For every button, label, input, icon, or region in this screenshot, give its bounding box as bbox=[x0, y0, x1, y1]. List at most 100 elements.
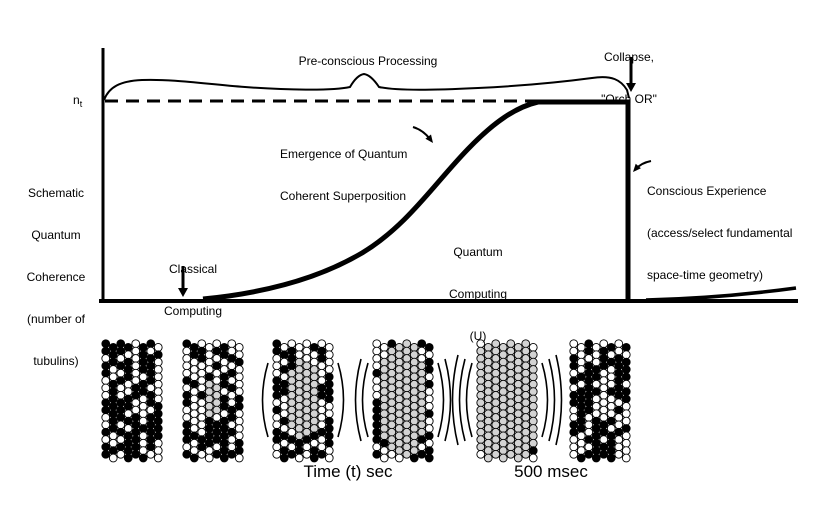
tubulin bbox=[402, 413, 412, 422]
tubulin bbox=[417, 354, 427, 363]
tubulin bbox=[108, 357, 118, 367]
tubulin bbox=[576, 372, 586, 382]
tubulin bbox=[387, 383, 397, 393]
tubulin bbox=[476, 383, 486, 393]
tubulin bbox=[387, 405, 397, 415]
tubulin bbox=[108, 387, 118, 396]
tubulin bbox=[309, 402, 319, 411]
tubulin bbox=[591, 379, 601, 389]
tubulin bbox=[606, 365, 616, 374]
tubulin bbox=[189, 453, 199, 463]
tubulin bbox=[279, 357, 289, 367]
tubulin bbox=[272, 346, 282, 356]
tubulin bbox=[614, 383, 624, 393]
tubulin bbox=[189, 357, 199, 367]
tubulin bbox=[372, 339, 382, 349]
tubulin bbox=[528, 372, 538, 382]
tubulin bbox=[576, 357, 586, 367]
tubulin bbox=[483, 431, 493, 441]
tubulin bbox=[302, 368, 312, 378]
tubulin bbox=[146, 420, 156, 430]
tubulin bbox=[197, 354, 207, 363]
tubulin bbox=[197, 427, 207, 437]
tubulin bbox=[116, 435, 126, 444]
tubulin bbox=[101, 339, 111, 349]
tubulin bbox=[279, 402, 289, 411]
tubulin bbox=[204, 357, 214, 367]
tubulin bbox=[614, 346, 624, 356]
tubulin bbox=[379, 402, 389, 411]
tubulin bbox=[197, 376, 207, 385]
tubulin bbox=[197, 398, 207, 408]
tubulin bbox=[513, 453, 523, 463]
tubulin bbox=[182, 361, 192, 371]
tubulin bbox=[372, 398, 382, 408]
tubulin bbox=[146, 354, 156, 363]
tubulin bbox=[317, 427, 327, 437]
tubulin bbox=[394, 402, 404, 411]
tubulin bbox=[513, 409, 523, 419]
tubulin bbox=[101, 435, 111, 444]
tubulin bbox=[153, 372, 163, 382]
tubulin bbox=[116, 413, 126, 422]
tubulin bbox=[606, 343, 616, 352]
tubulin bbox=[513, 424, 523, 433]
tubulin bbox=[606, 387, 616, 396]
tubulin bbox=[197, 390, 207, 400]
tubulin bbox=[131, 376, 141, 385]
tubulin bbox=[491, 435, 501, 444]
tubulin bbox=[279, 379, 289, 389]
tubulin bbox=[379, 372, 389, 382]
tubulin bbox=[324, 409, 334, 419]
tubulin bbox=[197, 405, 207, 415]
tubulin bbox=[379, 357, 389, 367]
tubulin bbox=[197, 413, 207, 422]
tubulin bbox=[379, 438, 389, 448]
microtubule-timeline bbox=[101, 339, 631, 463]
tubulin bbox=[131, 413, 141, 422]
tubulin bbox=[614, 427, 624, 437]
tubulin bbox=[621, 402, 631, 411]
tubulin bbox=[302, 442, 312, 452]
tubulin bbox=[372, 346, 382, 356]
tubulin bbox=[287, 376, 297, 385]
tubulin bbox=[219, 365, 229, 374]
tubulin bbox=[131, 435, 141, 444]
tubulin bbox=[189, 431, 199, 441]
tubulin bbox=[324, 343, 334, 352]
tubulin bbox=[138, 409, 148, 419]
collapse-label-line: "Orch OR" bbox=[601, 92, 657, 106]
threshold-label: nt bbox=[73, 93, 83, 109]
tubulin bbox=[324, 446, 334, 455]
tubulin bbox=[197, 442, 207, 452]
tubulin bbox=[476, 449, 486, 459]
tubulin bbox=[483, 446, 493, 455]
tubulin bbox=[417, 398, 427, 408]
tubulin bbox=[372, 368, 382, 378]
tubulin bbox=[569, 361, 579, 371]
tubulin bbox=[498, 446, 508, 455]
tubulin bbox=[227, 427, 237, 437]
tubulin bbox=[591, 402, 601, 411]
tubulin bbox=[621, 387, 631, 396]
tubulin bbox=[409, 409, 419, 419]
tubulin bbox=[483, 394, 493, 404]
tubulin bbox=[372, 442, 382, 452]
tubulin bbox=[402, 354, 412, 363]
tubulin bbox=[394, 365, 404, 374]
tubulin bbox=[138, 379, 148, 389]
tubulin bbox=[294, 357, 304, 367]
tubulin bbox=[528, 446, 538, 455]
tubulin bbox=[146, 376, 156, 385]
tubulin bbox=[584, 398, 594, 408]
tubulin bbox=[287, 427, 297, 437]
tubulin bbox=[131, 405, 141, 415]
tubulin bbox=[409, 372, 419, 382]
tubulin bbox=[591, 343, 601, 352]
tubulin bbox=[182, 442, 192, 452]
tubulin bbox=[402, 346, 412, 356]
tubulin bbox=[189, 350, 199, 360]
tubulin bbox=[621, 379, 631, 389]
tubulin bbox=[324, 402, 334, 411]
tubulin bbox=[189, 365, 199, 374]
